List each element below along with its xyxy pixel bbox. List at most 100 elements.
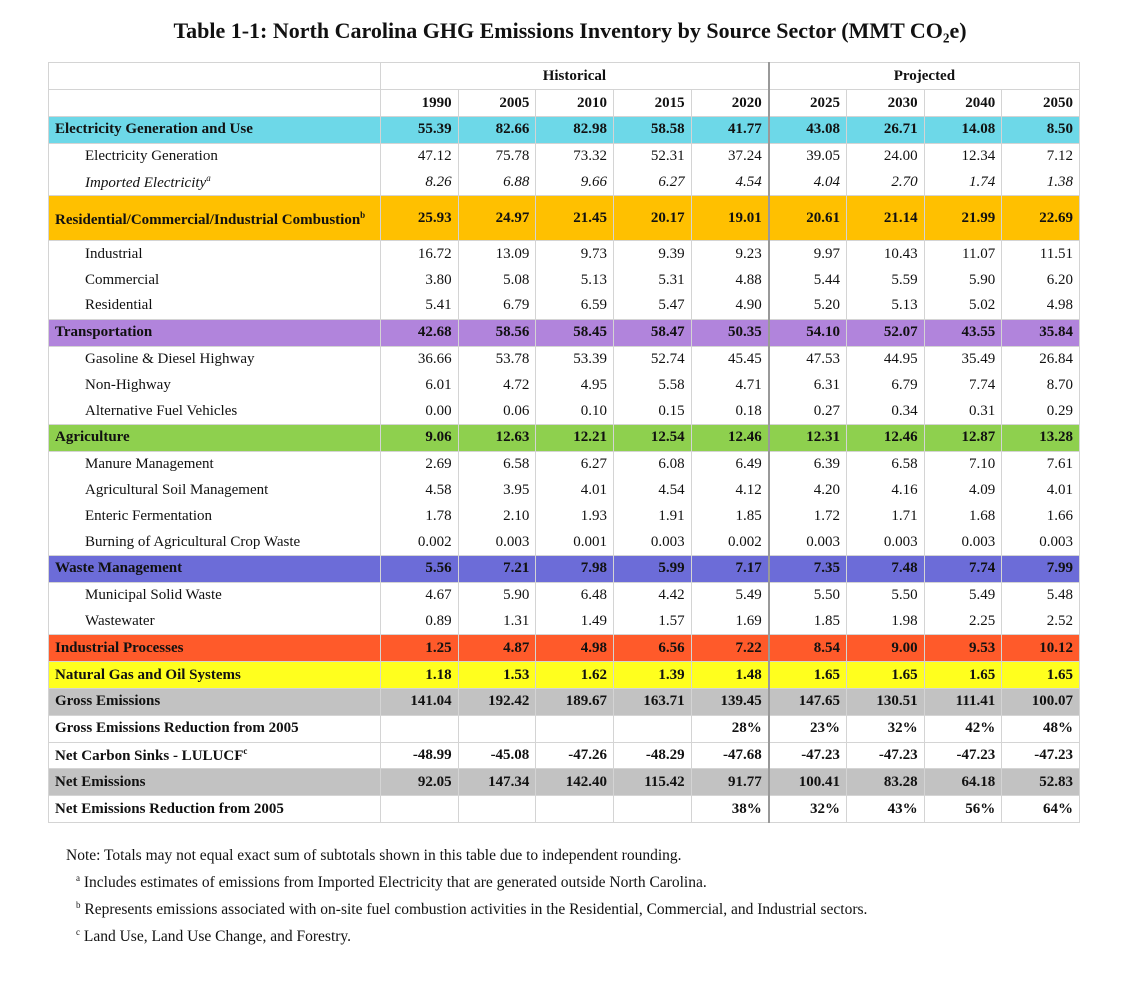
- row-label-text: Transportation: [55, 324, 153, 341]
- row-label: Wastewater: [48, 608, 381, 635]
- value-cell: 0.27: [768, 398, 847, 425]
- header-year-row: 1990 2005 2010 2015 2020 2025 2030 2040 2050: [48, 89, 1080, 117]
- value-cell: 75.78: [457, 143, 537, 170]
- value-cell: 5.90: [457, 582, 537, 609]
- value-cell: 4.58: [380, 477, 459, 504]
- value-cell: 100.41: [768, 768, 847, 797]
- row-label: Transportation: [48, 318, 381, 347]
- row-label-text: Natural Gas and Oil Systems: [55, 666, 241, 683]
- subsector-row: Agricultural Soil Management 4.58 3.95 4.01…: [48, 477, 1080, 504]
- value-cell: 56%: [923, 795, 1003, 823]
- value-cell: [612, 714, 692, 743]
- value-cell: 2.52: [1001, 608, 1080, 635]
- value-cell: 6.27: [535, 451, 614, 478]
- header-group-row: Historical Projected: [48, 62, 1080, 90]
- value-cell: 13.09: [457, 240, 537, 268]
- value-cell: -45.08: [457, 741, 537, 770]
- value-cell: 9.66: [535, 169, 614, 196]
- sector-row: Natural Gas and Oil Systems 1.18 1.53 1.62 1…: [48, 661, 1080, 689]
- value-cell: 5.41: [380, 292, 459, 320]
- subsector-row: Imported Electricitya 8.26 6.88 9.66 6.27 4.5…: [48, 169, 1080, 196]
- value-cell: 5.47: [612, 292, 692, 320]
- value-cell: 52.83: [1001, 768, 1080, 797]
- row-label-text: Net Emissions Reduction from 2005: [55, 800, 284, 817]
- sector-row: Residential/Commercial/Industrial Combus…: [48, 195, 1080, 242]
- value-cell: 11.07: [923, 240, 1003, 268]
- subsector-row: Gasoline & Diesel Highway 36.66 53.78 53.39…: [48, 346, 1080, 373]
- row-label-text: Industrial Processes: [55, 639, 184, 656]
- value-cell: 1.38: [1001, 169, 1080, 196]
- value-cell: 6.39: [768, 451, 847, 478]
- subsector-row: Manure Management 2.69 6.58 6.27 6.08 6.49 6.3…: [48, 451, 1080, 478]
- value-cell: 1.68: [923, 503, 1003, 530]
- value-cell: 2.25: [923, 608, 1003, 635]
- header-blank: [48, 89, 381, 117]
- value-cell: 0.003: [923, 529, 1003, 556]
- value-cell: 32%: [845, 714, 925, 743]
- value-cell: 4.87: [457, 634, 537, 663]
- value-cell: 0.003: [457, 529, 537, 556]
- subsector-row: Municipal Solid Waste 4.67 5.90 6.48 4.42 5.4…: [48, 582, 1080, 609]
- footnote-marker: a: [206, 172, 211, 183]
- row-label-text: Agriculture: [55, 429, 130, 446]
- value-cell: 37.24: [690, 143, 770, 170]
- value-cell: 1.57: [612, 608, 692, 635]
- value-cell: 9.00: [845, 634, 925, 663]
- value-cell: 53.78: [457, 346, 537, 373]
- value-cell: 100.07: [1001, 687, 1080, 716]
- value-cell: 9.73: [535, 240, 614, 268]
- value-cell: 6.31: [768, 372, 847, 399]
- footnote: c Land Use, Land Use Change, and Forestr…: [66, 921, 1066, 948]
- value-cell: 4.12: [690, 477, 770, 504]
- value-cell: 52.31: [612, 143, 692, 170]
- value-cell: 1.48: [690, 661, 770, 689]
- value-cell: 44.95: [845, 346, 925, 373]
- value-cell: 43%: [845, 795, 925, 823]
- value-cell: 5.59: [845, 267, 925, 293]
- value-cell: 9.97: [768, 240, 847, 268]
- value-cell: 10.12: [1001, 634, 1080, 663]
- header-year: 2015: [612, 89, 692, 117]
- value-cell: 5.99: [612, 554, 692, 583]
- header-year: 2040: [923, 89, 1003, 117]
- row-label-text: Residential/Commercial/Industrial Combus…: [55, 212, 361, 229]
- value-cell: 6.88: [457, 169, 537, 196]
- row-label: Agricultural Soil Management: [48, 477, 381, 504]
- value-cell: 19.01: [690, 195, 770, 242]
- value-cell: 1.62: [535, 661, 614, 689]
- value-cell: 7.48: [845, 554, 925, 583]
- row-label-text: Commercial: [85, 271, 160, 288]
- value-cell: 9.53: [923, 634, 1003, 663]
- value-cell: 92.05: [380, 768, 459, 797]
- value-cell: 0.003: [845, 529, 925, 556]
- value-cell: 14.08: [923, 116, 1003, 144]
- value-cell: 5.56: [380, 554, 459, 583]
- value-cell: [457, 795, 537, 823]
- value-cell: 8.50: [1001, 116, 1080, 144]
- value-cell: 43.08: [768, 116, 847, 144]
- value-cell: 12.21: [535, 423, 614, 452]
- value-cell: 13.28: [1001, 423, 1080, 452]
- value-cell: 139.45: [690, 687, 770, 716]
- value-cell: 192.42: [457, 687, 537, 716]
- value-cell: 0.34: [845, 398, 925, 425]
- value-cell: 26.71: [845, 116, 925, 144]
- subsector-row: Industrial 16.72 13.09 9.73 9.39 9.23 9.97 10.4…: [48, 240, 1080, 268]
- row-label: Net Emissions: [48, 768, 381, 797]
- row-label: Electricity Generation: [48, 143, 381, 170]
- value-cell: 35.84: [1001, 318, 1080, 347]
- value-cell: 5.49: [923, 582, 1003, 609]
- value-cell: 0.00: [380, 398, 459, 425]
- value-cell: 7.74: [923, 554, 1003, 583]
- row-label: Waste Management: [48, 554, 381, 583]
- row-label-text: Alternative Fuel Vehicles: [85, 402, 238, 419]
- value-cell: 4.95: [535, 372, 614, 399]
- value-cell: -47.23: [768, 741, 847, 770]
- row-label-text: Electricity Generation and Use: [55, 121, 253, 138]
- value-cell: 5.48: [1001, 582, 1080, 609]
- header-year: 2050: [1001, 89, 1080, 117]
- row-label-text: Residential: [85, 297, 153, 314]
- header-year: 2020: [690, 89, 770, 117]
- row-label-text: Electricity Generation: [85, 148, 218, 165]
- value-cell: 41.77: [690, 116, 770, 144]
